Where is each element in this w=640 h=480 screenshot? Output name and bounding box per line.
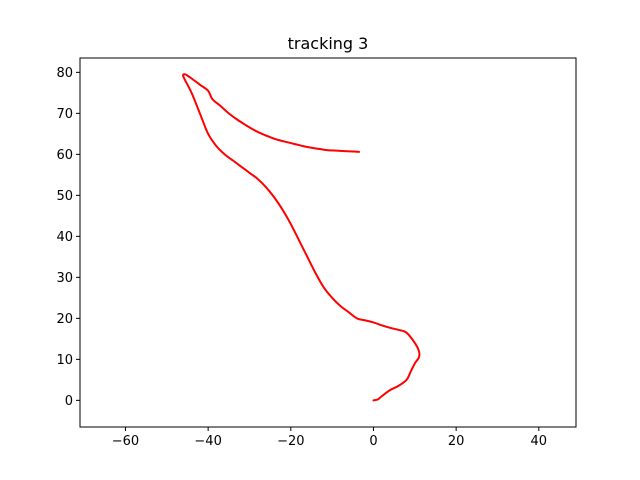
x-tick-label: −60 [112,434,139,449]
y-tick-label: 10 [56,353,73,368]
plot-frame [79,57,577,428]
y-tick-label: 70 [56,107,73,122]
y-tick-label: 40 [56,230,73,245]
x-tick-label: −20 [277,434,304,449]
y-tick-label: 20 [56,312,73,327]
series-line [182,73,421,402]
y-tick-label: 50 [56,189,73,204]
y-tick-label: 30 [56,271,73,286]
y-tick-label: 60 [56,148,73,163]
axis-ticks: −60 −40 −20 0 20 40 0 10 20 30 40 50 60 70 80 [56,66,547,449]
plot-area [182,73,421,402]
y-tick-label: 0 [65,394,73,409]
x-tick-label: 0 [369,434,377,449]
chart-title: tracking 3 [288,34,369,53]
x-tick-label: −40 [194,434,221,449]
x-tick-label: 40 [531,434,548,449]
y-tick-label: 80 [56,66,73,81]
x-tick-label: 20 [448,434,465,449]
